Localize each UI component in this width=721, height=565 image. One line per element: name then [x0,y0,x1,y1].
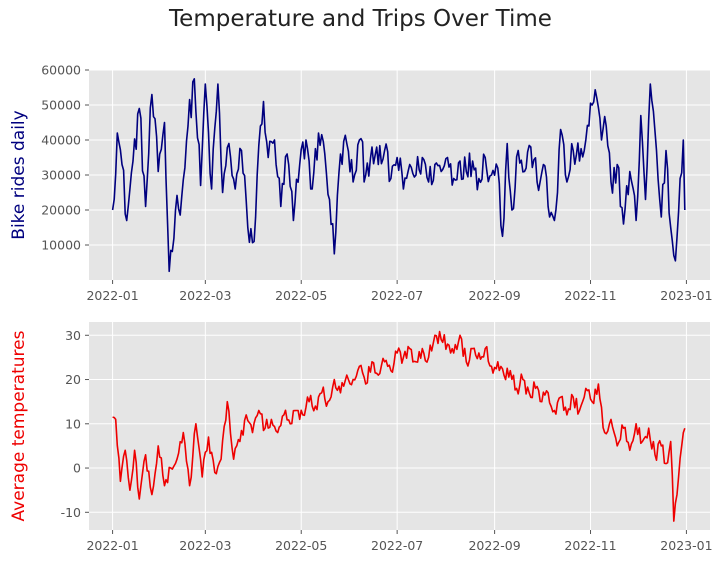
temperature-panel: 2022-01 2022-03 2022-05 2022-07 2022-09 2022-… [9,322,713,553]
x-tick-label: 2022-07 [371,538,423,553]
x-tick-label: 2022-03 [179,538,231,553]
x-tick-label: 2023-01 [660,288,712,303]
y-tick-label: 10000 [41,238,81,253]
y-tick-label: 30 [65,328,81,343]
x-tick-label: 2022-05 [275,288,327,303]
bike-rides-panel: 2022-01 2022-03 2022-05 2022-07 2022-09 2022-… [9,63,713,304]
x-tick-label: 2022-05 [275,538,327,553]
y-tick-label: 40000 [41,133,81,148]
x-tick-label: 2022-07 [371,288,423,303]
x-tick-label: 2022-11 [564,538,616,553]
x-tick-label: 2022-09 [468,538,520,553]
y-tick-label: 60000 [41,63,81,78]
y-tick-label: 20 [65,372,81,387]
series-line [111,78,686,273]
x-tick-label: 2022-03 [179,288,231,303]
y-tick-label: 20000 [41,203,81,218]
y-tick-label: 0 [73,461,81,476]
plot-area [89,322,710,530]
y-tick-label: -10 [61,505,81,520]
x-tick-label: 2022-01 [86,538,138,553]
y-tick-label: 30000 [41,168,81,183]
y-tick-label: 50000 [41,98,81,113]
chart-title: Temperature and Trips Over Time [169,6,552,32]
y-tick-label: 10 [65,416,81,431]
y-axis-label: Bike rides daily [9,110,29,239]
x-tick-label: 2022-09 [468,288,520,303]
x-tick-label: 2022-11 [564,288,616,303]
series-line [112,330,686,522]
x-tick-label: 2023-01 [660,538,712,553]
x-tick-label: 2022-01 [86,288,138,303]
y-axis-label: Average temperatures [9,330,29,521]
